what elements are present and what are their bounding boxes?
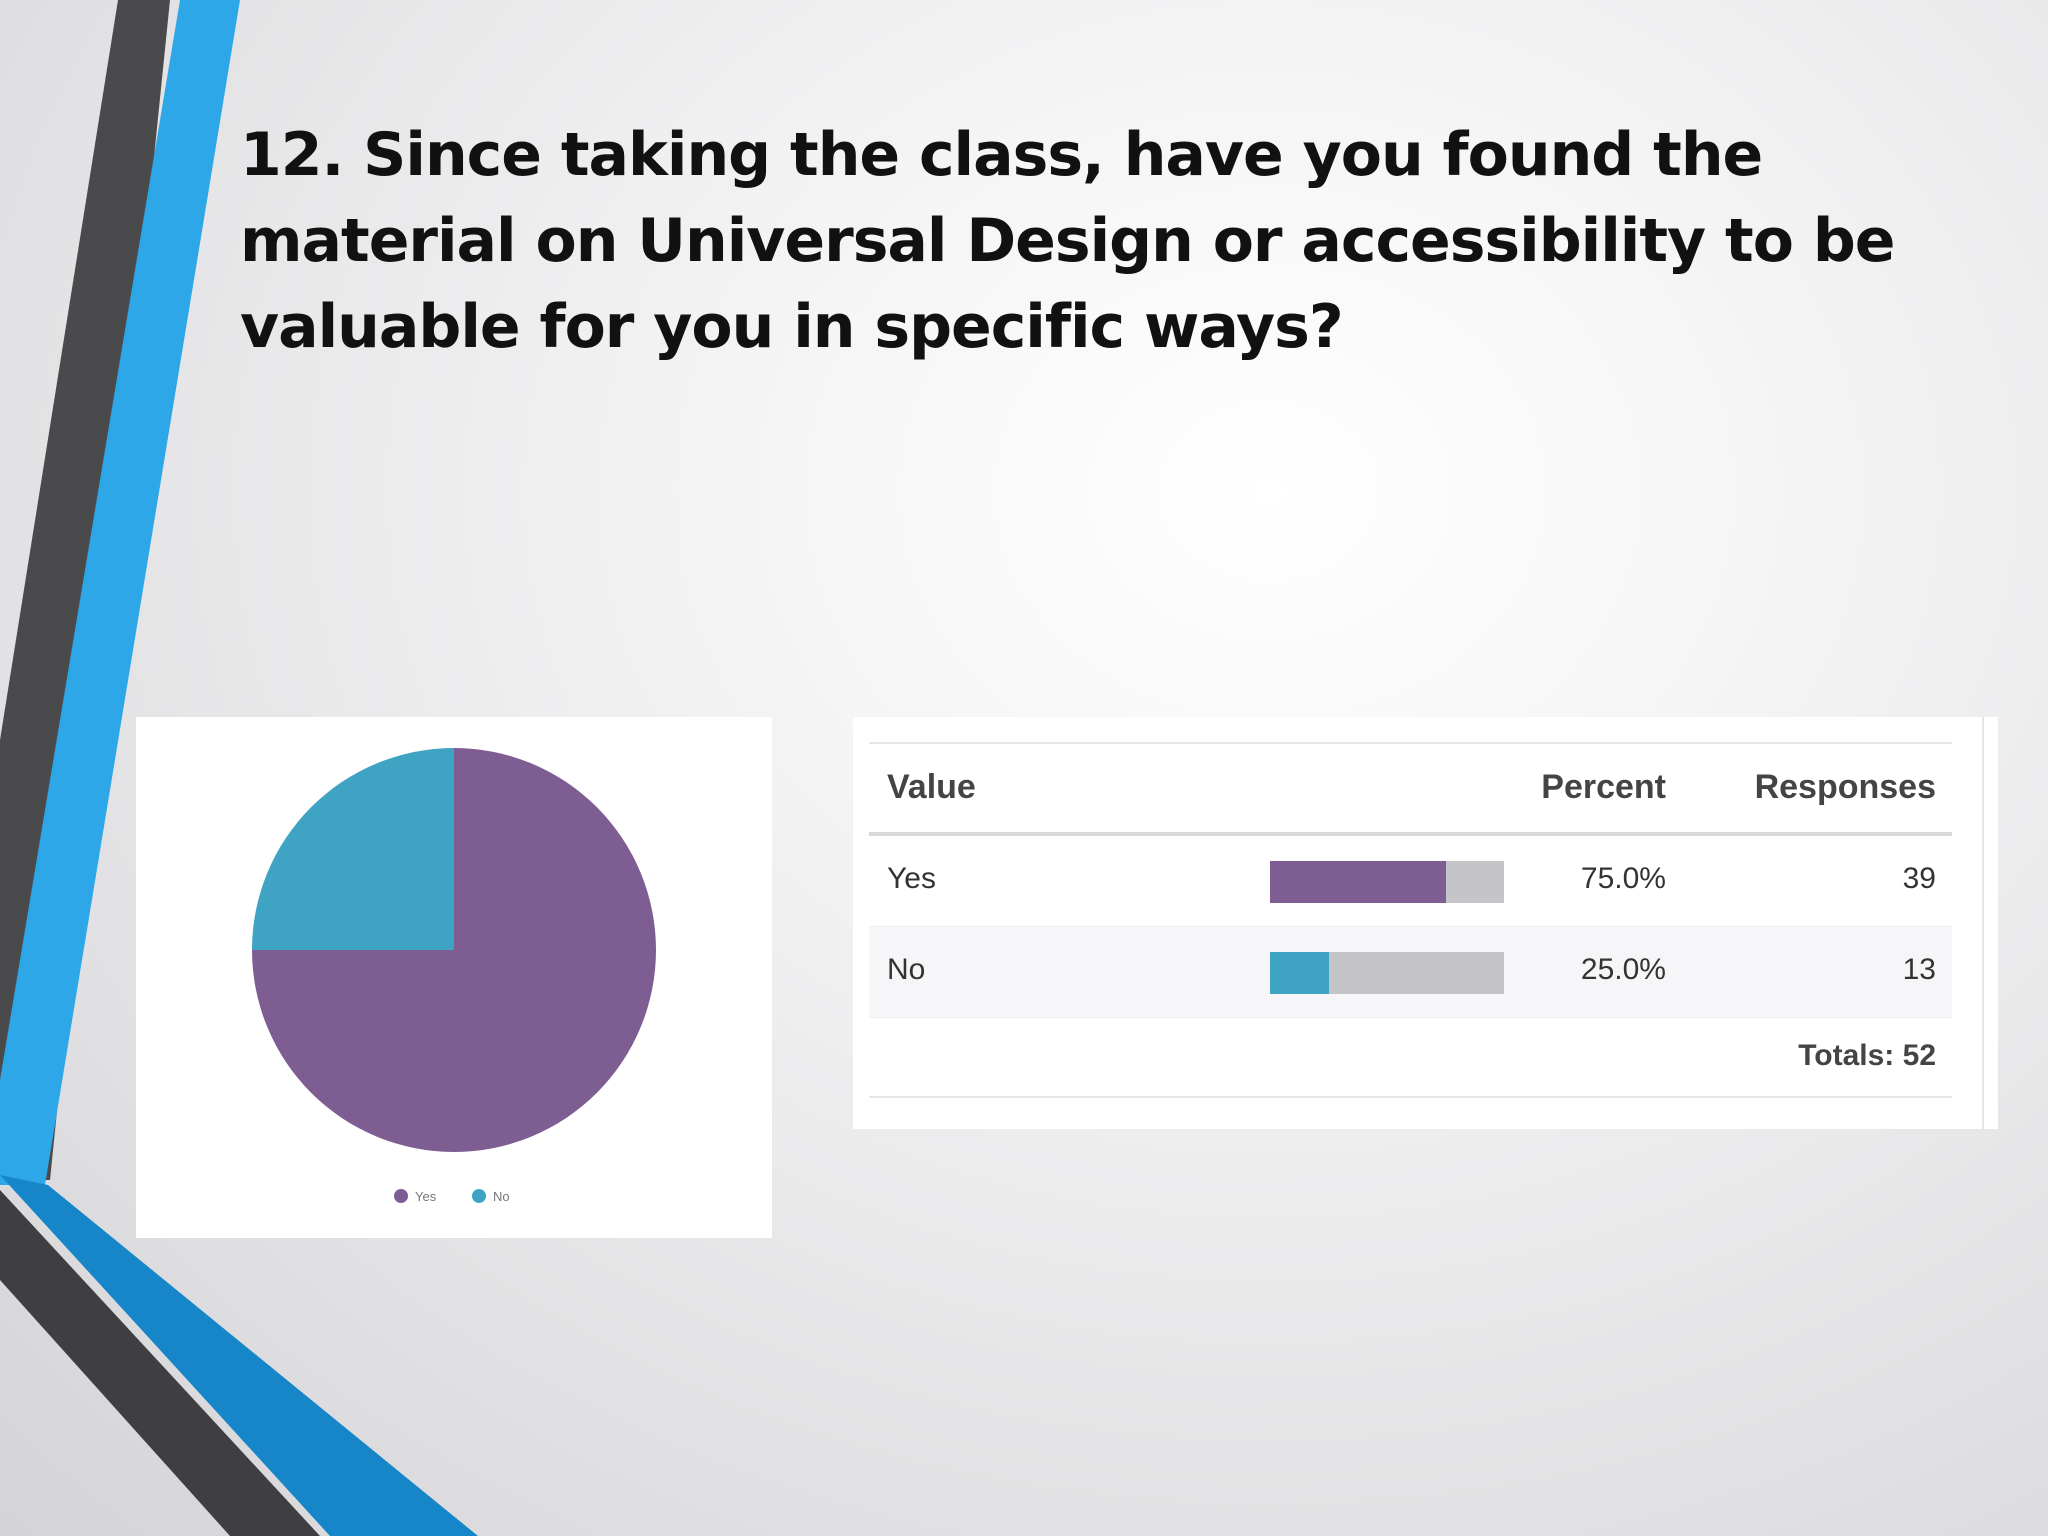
table-row-yes: Yes 75.0% 39 — [869, 836, 1952, 927]
col-header-responses: Responses — [1754, 768, 1936, 806]
legend-label-no: No — [493, 1189, 510, 1204]
results-table: Value Percent Responses Yes 75.0% 39 No … — [869, 742, 1952, 1098]
pie-slice-no — [252, 748, 454, 950]
deco-dark-lower — [0, 1190, 320, 1536]
deco-blue-stripe — [0, 0, 240, 1185]
legend-marker-yes — [394, 1189, 408, 1203]
percent-bar-track — [1270, 861, 1504, 903]
percent-bar-fill — [1270, 861, 1446, 903]
slide-title: 12. Since taking the class, have you fou… — [240, 120, 1895, 362]
table-row-no: No 25.0% 13 — [869, 927, 1952, 1018]
row-percent: 25.0% — [1580, 953, 1666, 986]
row-percent: 75.0% — [1580, 862, 1666, 895]
results-table-card: Value Percent Responses Yes 75.0% 39 No … — [853, 717, 1998, 1129]
table-header: Value Percent Responses — [869, 742, 1952, 836]
row-responses: 13 — [1902, 953, 1936, 986]
legend-marker-no — [472, 1189, 486, 1203]
totals-label: Totals: 52 — [1798, 1039, 1936, 1072]
pie-chart-card: Yes No — [136, 717, 772, 1238]
row-responses: 39 — [1902, 862, 1936, 895]
percent-bar-fill — [1270, 952, 1329, 994]
row-value: Yes — [887, 862, 936, 895]
percent-bar-track — [1270, 952, 1504, 994]
row-value: No — [887, 953, 926, 986]
table-totals-row: Totals: 52 — [869, 1018, 1952, 1098]
col-header-value: Value — [887, 768, 976, 806]
deco-blue-lower — [0, 1175, 478, 1536]
card-divider — [1982, 717, 1984, 1129]
col-header-percent: Percent — [1541, 768, 1666, 806]
pie-chart: Yes No — [252, 748, 656, 1204]
legend-label-yes: Yes — [415, 1189, 437, 1204]
